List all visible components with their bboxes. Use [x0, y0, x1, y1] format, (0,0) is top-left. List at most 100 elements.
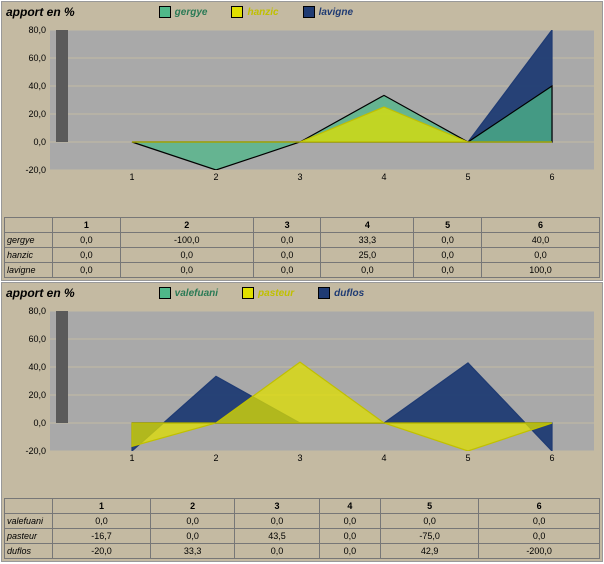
table-row: valefuani0,00,00,00,00,00,0: [5, 514, 600, 529]
chart-panel-0: apport en %gergyehanziclavigne-20,00,020…: [1, 1, 603, 281]
y-tick-label: 80,0: [28, 25, 46, 35]
y-tick-label: 0,0: [33, 137, 46, 147]
data-table: 123456gergye0,0-100,00,033,30,040,0hanzi…: [4, 217, 600, 278]
x-tick-label: 4: [381, 172, 386, 182]
table-row-header: gergye: [5, 233, 53, 248]
table-cell: 0,0: [479, 514, 600, 529]
x-tick-label: 4: [381, 453, 386, 463]
panel-title: apport en %: [6, 5, 75, 19]
y-tick-label: 40,0: [28, 362, 46, 372]
chart-panel-1: apport en %valefuanipasteurduflos-20,00,…: [1, 282, 603, 562]
x-tick-label: 1: [129, 172, 134, 182]
table-cell: 0,0: [482, 248, 600, 263]
table-row: lavigne0,00,00,00,00,0100,0: [5, 263, 600, 278]
y-tick-label: -20,0: [25, 446, 46, 456]
table-col-header: 3: [235, 499, 319, 514]
table-cell: -200,0: [479, 544, 600, 559]
table-col-header: 2: [120, 218, 253, 233]
table-row-header: hanzic: [5, 248, 53, 263]
table-col-header: 6: [479, 499, 600, 514]
table-cell: 0,0: [253, 233, 321, 248]
table-cell: -100,0: [120, 233, 253, 248]
table-col-header: 2: [150, 499, 234, 514]
table-col-header: 4: [321, 218, 414, 233]
table-cell: -16,7: [53, 529, 151, 544]
x-tick-label: 3: [297, 172, 302, 182]
y-tick-label: 40,0: [28, 81, 46, 91]
plot-area: [50, 30, 594, 170]
table-col-header: 1: [53, 499, 151, 514]
table-row: hanzic0,00,00,025,00,00,0: [5, 248, 600, 263]
table-col-header: 6: [482, 218, 600, 233]
table-cell: 25,0: [321, 248, 414, 263]
table-cell: 0,0: [381, 514, 479, 529]
table-cell: 0,0: [253, 248, 321, 263]
table-cell: 0,0: [479, 529, 600, 544]
legend-swatch-icon: [231, 6, 243, 18]
table-row-header: pasteur: [5, 529, 53, 544]
panel-title: apport en %: [6, 286, 75, 300]
table-cell: 0,0: [53, 514, 151, 529]
legend-item-pasteur: pasteur: [242, 287, 294, 299]
legend-label: hanzic: [247, 7, 278, 18]
x-tick-label: 5: [465, 453, 470, 463]
table-cell: 0,0: [414, 233, 482, 248]
y-tick-label: -20,0: [25, 165, 46, 175]
legend-label: pasteur: [258, 288, 294, 299]
table-cell: 0,0: [235, 544, 319, 559]
table-cell: 100,0: [482, 263, 600, 278]
legend-swatch-icon: [159, 287, 171, 299]
table-cell: 0,0: [319, 529, 381, 544]
x-tick-label: 6: [549, 172, 554, 182]
table-row: pasteur-16,70,043,50,0-75,00,0: [5, 529, 600, 544]
table-cell: 43,5: [235, 529, 319, 544]
table-cell: 0,0: [321, 263, 414, 278]
table-cell: 0,0: [150, 529, 234, 544]
legend-item-gergye: gergye: [159, 6, 208, 18]
legend-label: duflos: [334, 288, 364, 299]
table-cell: 33,3: [321, 233, 414, 248]
legend-label: lavigne: [319, 7, 353, 18]
legend-swatch-icon: [159, 6, 171, 18]
table-col-header: 5: [381, 499, 479, 514]
table-cell: 0,0: [120, 263, 253, 278]
y-tick-label: 20,0: [28, 390, 46, 400]
legend-label: gergye: [175, 7, 208, 18]
legend-label: valefuani: [175, 288, 218, 299]
x-tick-label: 2: [213, 453, 218, 463]
table-cell: -20,0: [53, 544, 151, 559]
x-tick-label: 1: [129, 453, 134, 463]
legend-swatch-icon: [318, 287, 330, 299]
table-col-header: 5: [414, 218, 482, 233]
table-row-header: valefuani: [5, 514, 53, 529]
table-cell: 0,0: [235, 514, 319, 529]
legend-item-lavigne: lavigne: [303, 6, 353, 18]
table-row: duflos-20,033,30,00,042,9-200,0: [5, 544, 600, 559]
legend-swatch-icon: [303, 6, 315, 18]
table-cell: 0,0: [319, 514, 381, 529]
x-tick-label: 5: [465, 172, 470, 182]
y-tick-label: 60,0: [28, 334, 46, 344]
legend: gergye hanzic lavigne: [159, 6, 353, 18]
table-col-header: 3: [253, 218, 321, 233]
plot-area: [50, 311, 594, 451]
y-tick-label: 0,0: [33, 418, 46, 428]
table-col-header: 1: [53, 218, 121, 233]
table-row-header: lavigne: [5, 263, 53, 278]
table-col-header: 4: [319, 499, 381, 514]
table-cell: 0,0: [53, 248, 121, 263]
table-cell: 0,0: [150, 514, 234, 529]
table-cell: -75,0: [381, 529, 479, 544]
data-table: 123456valefuani0,00,00,00,00,00,0pasteur…: [4, 498, 600, 559]
x-tick-label: 6: [549, 453, 554, 463]
table-cell: 0,0: [120, 248, 253, 263]
table-cell: 0,0: [253, 263, 321, 278]
legend-item-duflos: duflos: [318, 287, 364, 299]
x-tick-label: 2: [213, 172, 218, 182]
table-cell: 0,0: [414, 248, 482, 263]
table-row-header: duflos: [5, 544, 53, 559]
x-tick-label: 3: [297, 453, 302, 463]
table-cell: 0,0: [319, 544, 381, 559]
table-row: gergye0,0-100,00,033,30,040,0: [5, 233, 600, 248]
legend-item-hanzic: hanzic: [231, 6, 278, 18]
